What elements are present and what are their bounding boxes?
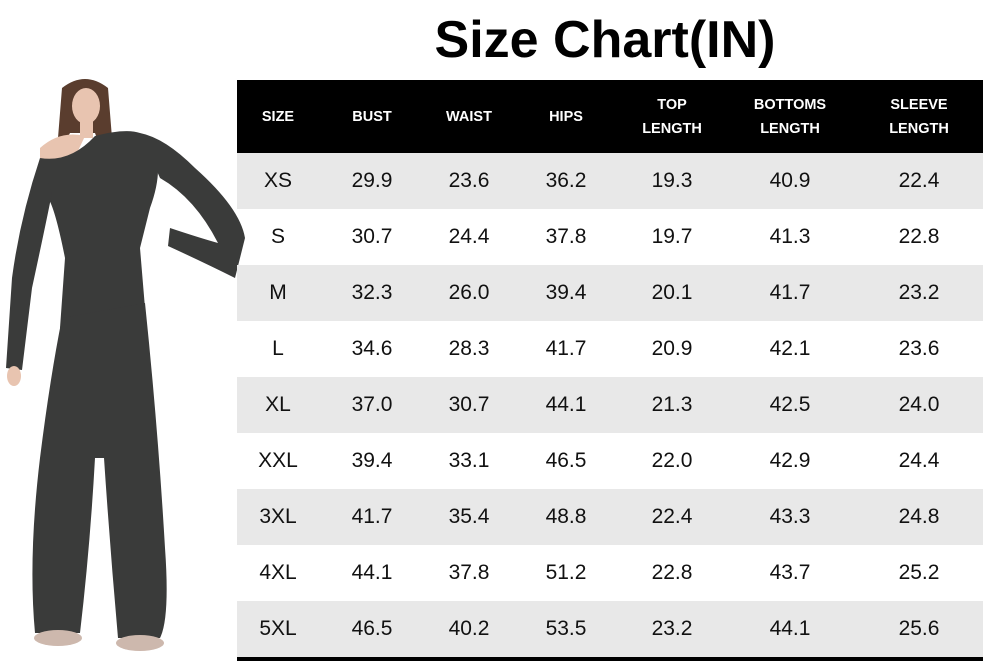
measurement-cell: 22.4 bbox=[619, 489, 725, 545]
model-photo bbox=[6, 79, 245, 651]
measurement-cell: 22.8 bbox=[651, 561, 693, 584]
measurement-cell: 37.8 bbox=[545, 225, 587, 248]
measurement-cell: 44.1 bbox=[725, 601, 855, 661]
measurement-cell: 39.4 bbox=[351, 449, 393, 472]
size-cell: XL bbox=[237, 377, 319, 433]
measurement-cell: 23.6 bbox=[425, 153, 513, 209]
table-row: 4XL 44.1 37.8 51.2 22.8 43.7 25.2 bbox=[237, 545, 983, 601]
size-cell: 5XL bbox=[237, 601, 319, 661]
measurement-cell: 22.4 bbox=[855, 153, 983, 209]
column-header: SLEEVE LENGTH bbox=[855, 80, 983, 153]
size-cell: 3XL bbox=[237, 489, 319, 545]
column-header-text: LENGTH bbox=[642, 120, 702, 137]
measurement-cell: 25.6 bbox=[855, 601, 983, 661]
measurement-cell: 22.0 bbox=[651, 449, 693, 472]
measurement-cell: 25.2 bbox=[898, 561, 940, 584]
measurement-cell: 30.7 bbox=[425, 377, 513, 433]
measurement-cell: 48.8 bbox=[513, 489, 619, 545]
measurement-cell: 19.7 bbox=[651, 225, 693, 248]
measurement-cell: 21.3 bbox=[619, 377, 725, 433]
measurement-cell: 53.5 bbox=[513, 601, 619, 661]
measurement-cell: 20.1 bbox=[619, 265, 725, 321]
measurement-cell: 41.3 bbox=[769, 225, 811, 248]
measurement-cell: 39.4 bbox=[513, 265, 619, 321]
measurement-cell: 44.1 bbox=[351, 561, 393, 584]
column-header-text: HIPS bbox=[549, 108, 583, 125]
column-header-text: WAIST bbox=[446, 108, 492, 125]
measurement-cell: 29.9 bbox=[319, 153, 425, 209]
size-cell: S bbox=[270, 225, 285, 248]
measurement-cell: 23.2 bbox=[619, 601, 725, 661]
measurement-cell: 24.0 bbox=[855, 377, 983, 433]
size-chart-table: SIZE BUST WAIST HIPS TOP LENGTH BOTTOMS LENGTH S… bbox=[237, 80, 983, 661]
measurement-cell: 42.5 bbox=[725, 377, 855, 433]
size-cell: L bbox=[272, 337, 284, 360]
measurement-cell: 46.5 bbox=[545, 449, 587, 472]
measurement-cell: 23.6 bbox=[898, 337, 940, 360]
measurement-cell: 51.2 bbox=[545, 561, 587, 584]
table-row: S 30.7 24.4 37.8 19.7 41.3 22.8 bbox=[237, 209, 983, 265]
measurement-cell: 36.2 bbox=[513, 153, 619, 209]
measurement-cell: 19.3 bbox=[619, 153, 725, 209]
column-header-text: TOP bbox=[657, 96, 687, 113]
measurement-cell: 35.4 bbox=[425, 489, 513, 545]
measurement-cell: 40.9 bbox=[725, 153, 855, 209]
column-header: BOTTOMS LENGTH bbox=[725, 80, 855, 153]
measurement-cell: 43.7 bbox=[769, 561, 811, 584]
measurement-cell: 41.7 bbox=[319, 489, 425, 545]
column-header-text: LENGTH bbox=[760, 120, 820, 137]
measurement-cell: 28.3 bbox=[448, 337, 490, 360]
measurement-cell: 23.2 bbox=[855, 265, 983, 321]
size-cell: M bbox=[237, 265, 319, 321]
column-header: TOP LENGTH bbox=[619, 80, 725, 153]
table-row: L 34.6 28.3 41.7 20.9 42.1 23.6 bbox=[237, 321, 983, 377]
measurement-cell: 20.9 bbox=[651, 337, 693, 360]
header-row: SIZE BUST WAIST HIPS TOP LENGTH BOTTOMS LENGTH S… bbox=[237, 80, 983, 153]
measurement-cell: 24.8 bbox=[855, 489, 983, 545]
size-cell: XXL bbox=[258, 449, 298, 472]
measurement-cell: 41.7 bbox=[545, 337, 587, 360]
page-title: Size Chart(IN) bbox=[434, 11, 776, 69]
column-header-text: BUST bbox=[352, 108, 392, 125]
table-row: XS 29.9 23.6 36.2 19.3 40.9 22.4 bbox=[237, 153, 983, 209]
measurement-cell: 24.4 bbox=[448, 225, 490, 248]
measurement-cell: 41.7 bbox=[725, 265, 855, 321]
measurement-cell: 37.8 bbox=[448, 561, 490, 584]
column-header-text: SLEEVE bbox=[890, 96, 948, 113]
measurement-cell: 34.6 bbox=[351, 337, 393, 360]
measurement-cell: 42.9 bbox=[769, 449, 811, 472]
measurement-cell: 33.1 bbox=[448, 449, 490, 472]
measurement-cell: 43.3 bbox=[725, 489, 855, 545]
column-header: WAIST bbox=[425, 80, 513, 153]
table-row: XL 37.0 30.7 44.1 21.3 42.5 24.0 bbox=[237, 377, 983, 433]
measurement-cell: 26.0 bbox=[425, 265, 513, 321]
measurement-cell: 32.3 bbox=[319, 265, 425, 321]
measurement-cell: 30.7 bbox=[351, 225, 393, 248]
table-row: 5XL 46.5 40.2 53.5 23.2 44.1 25.6 bbox=[237, 601, 983, 661]
measurement-cell: 46.5 bbox=[319, 601, 425, 661]
table-row: XXL 39.4 33.1 46.5 22.0 42.9 24.4 bbox=[237, 433, 983, 489]
column-header-text: LENGTH bbox=[889, 120, 949, 137]
measurement-cell: 44.1 bbox=[513, 377, 619, 433]
measurement-cell: 40.2 bbox=[425, 601, 513, 661]
size-cell: 4XL bbox=[259, 561, 297, 584]
size-cell: XS bbox=[237, 153, 319, 209]
table-row: 3XL 41.7 35.4 48.8 22.4 43.3 24.8 bbox=[237, 489, 983, 545]
measurement-cell: 22.8 bbox=[898, 225, 940, 248]
column-header-text: BOTTOMS bbox=[753, 96, 827, 113]
table-row: M 32.3 26.0 39.4 20.1 41.7 23.2 bbox=[237, 265, 983, 321]
column-header: SIZE bbox=[237, 80, 319, 153]
measurement-cell: 37.0 bbox=[319, 377, 425, 433]
column-header: HIPS bbox=[513, 80, 619, 153]
column-header: BUST bbox=[319, 80, 425, 153]
measurement-cell: 42.1 bbox=[769, 337, 811, 360]
measurement-cell: 24.4 bbox=[898, 449, 940, 472]
column-header-text: SIZE bbox=[261, 108, 295, 125]
